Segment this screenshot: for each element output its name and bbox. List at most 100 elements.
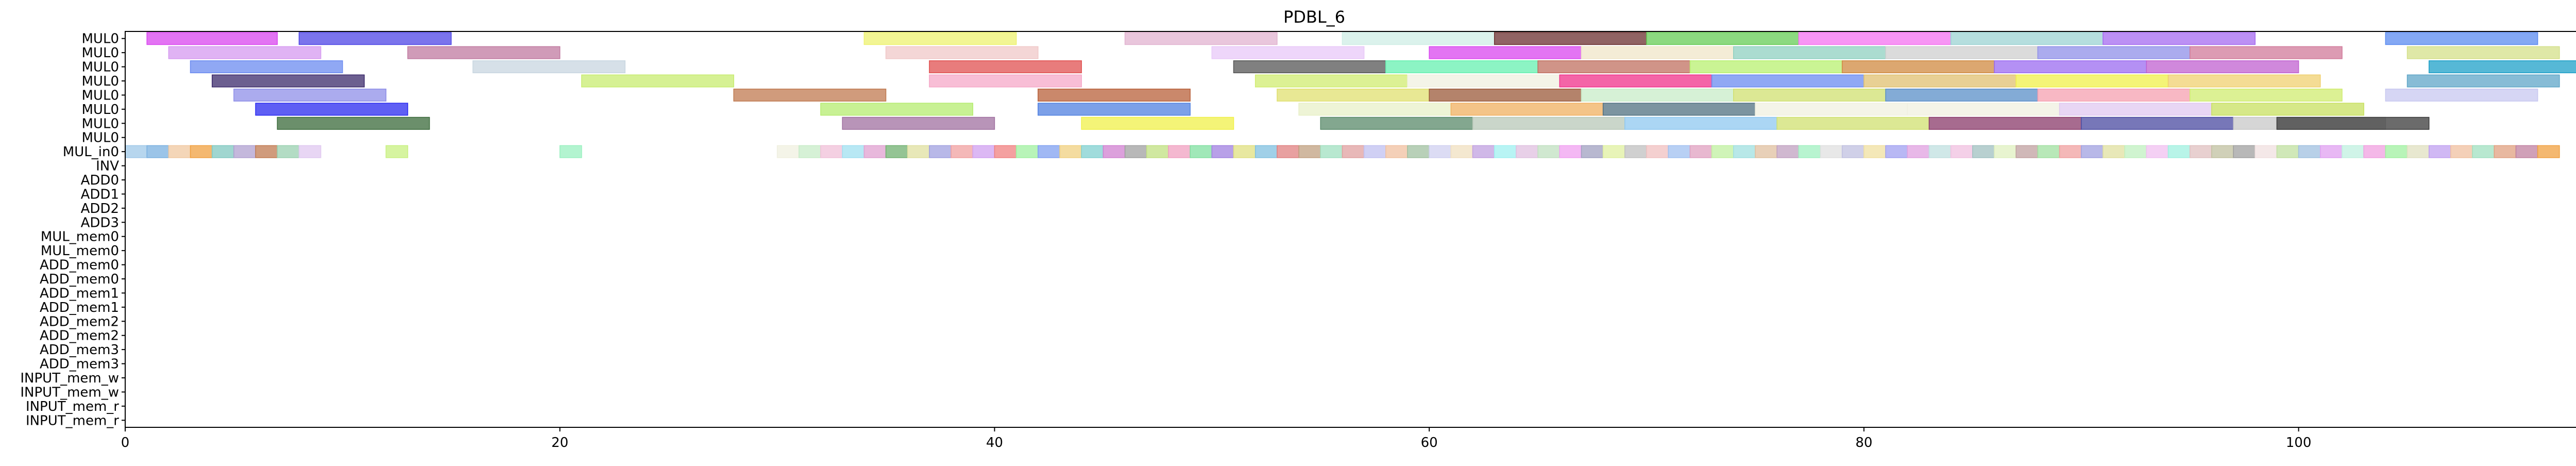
y-tick-label: MUL0 xyxy=(82,31,120,47)
gantt-bar xyxy=(1429,145,1452,158)
gantt-bar xyxy=(125,145,147,158)
gantt-bar xyxy=(1342,32,1495,45)
gantt-bar xyxy=(2059,145,2082,158)
y-tick-label: INV xyxy=(96,159,119,174)
gantt-bar xyxy=(1407,145,1430,158)
y-tick-label: ADD_mem2 xyxy=(40,314,119,329)
gantt-bar xyxy=(1602,103,1756,116)
gantt-bar xyxy=(2494,145,2517,158)
gantt-bar xyxy=(1928,116,2082,130)
gantt-bar xyxy=(1646,145,1669,158)
gantt-bar xyxy=(1624,116,1777,130)
gantt-bar xyxy=(277,116,430,130)
gantt-bar xyxy=(1950,145,1973,158)
gantt-bar xyxy=(1081,116,1234,130)
gantt-bar xyxy=(1233,60,1386,74)
gantt-bar xyxy=(885,145,908,158)
gantt-bar xyxy=(1689,145,1713,158)
chart-title: PDBL_6 xyxy=(1283,7,1345,27)
gantt-bar xyxy=(2080,116,2234,130)
gantt-bar xyxy=(1841,145,1865,158)
y-tick-label: ADD_mem0 xyxy=(40,272,119,287)
gantt-bar xyxy=(929,60,1082,74)
x-axis: 0 20 40 60 80 100 xyxy=(121,427,2312,451)
gantt-bar xyxy=(1146,145,1169,158)
y-tick-label: INPUT_mem_r xyxy=(26,413,119,428)
gantt-bar xyxy=(1407,74,1561,88)
gantt-bar xyxy=(2211,103,2364,116)
gantt-bar xyxy=(951,145,973,158)
gantt-bar xyxy=(2124,145,2147,158)
gantt-bar xyxy=(233,145,256,158)
gantt-bar xyxy=(1190,145,1213,158)
y-tick-label: ADD_mem0 xyxy=(40,258,119,273)
gantt-bar xyxy=(1211,46,1365,59)
gantt-bar xyxy=(2211,145,2234,158)
y-tick-label: INPUT_mem_w xyxy=(20,371,119,386)
gantt-bar xyxy=(1907,145,1930,158)
gantt-bar xyxy=(1385,145,1408,158)
gantt-bar xyxy=(1602,145,1625,158)
gantt-bar xyxy=(1277,88,1430,102)
gantt-bar xyxy=(2276,145,2299,158)
y-axis: MUL0MUL0MUL0MUL0MUL0MUL0MUL0MUL0MUL_in0I… xyxy=(20,31,125,428)
gantt-bar xyxy=(2428,145,2451,158)
gantt-bar xyxy=(1863,145,1886,158)
y-tick-label: MUL0 xyxy=(82,60,120,75)
x-tick-label: 0 xyxy=(121,435,130,451)
gantt-bar xyxy=(1472,116,1625,130)
gantt-bar xyxy=(2103,32,2256,45)
gantt-bar xyxy=(1755,145,1777,158)
gantt-bar xyxy=(1059,145,1082,158)
gantt-bar xyxy=(1733,145,1756,158)
gantt-bar xyxy=(2189,88,2343,102)
gantt-bar xyxy=(2385,32,2538,45)
gantt-bar xyxy=(1994,60,2147,74)
gantt-bar xyxy=(2146,145,2169,158)
gantt-bar xyxy=(190,60,343,74)
gantt-bar xyxy=(168,145,191,158)
gantt-bar xyxy=(929,74,1082,88)
gantt-bar xyxy=(1103,145,1126,158)
gantt-bar xyxy=(1124,145,1147,158)
gantt-bar xyxy=(1581,88,1734,102)
gantt-bar xyxy=(211,145,234,158)
gantt-bar xyxy=(2189,46,2343,59)
y-tick-label: ADD_mem2 xyxy=(40,328,119,344)
gantt-bar xyxy=(799,145,821,158)
gantt-bar xyxy=(2167,145,2191,158)
gantt-bar xyxy=(472,60,626,74)
gantt-bar xyxy=(211,74,365,88)
gantt-bar xyxy=(1320,116,1473,130)
gantt-bar xyxy=(2515,145,2538,158)
gantt-bar xyxy=(1038,103,1191,116)
gantt-bar xyxy=(190,145,213,158)
y-tick-label: MUL_mem0 xyxy=(41,243,119,259)
plot-frame xyxy=(125,31,2576,428)
gantt-bar xyxy=(255,103,409,116)
y-tick-label: INPUT_mem_r xyxy=(26,399,119,414)
gantt-bar xyxy=(255,145,278,158)
y-tick-label: MUL0 xyxy=(82,45,120,61)
gantt-bar xyxy=(2298,145,2321,158)
gantt-bar xyxy=(2103,145,2125,158)
x-tick-label: 100 xyxy=(2286,435,2312,451)
gantt-bar xyxy=(277,145,300,158)
y-tick-label: MUL0 xyxy=(82,130,120,146)
gantt-bar xyxy=(1907,103,2060,116)
gantt-bar xyxy=(1928,145,1952,158)
gantt-bar xyxy=(863,32,1017,45)
gantt-bar xyxy=(1168,145,1191,158)
gantt-bar xyxy=(1038,145,1060,158)
gantt-bar xyxy=(1841,60,1995,74)
gantt-bar xyxy=(1472,145,1495,158)
gantt-bar xyxy=(2385,145,2408,158)
gantt-bar xyxy=(168,46,321,59)
gantt-bar xyxy=(1646,32,1800,45)
gantt-bar xyxy=(2037,145,2060,158)
gantt-bar xyxy=(2428,60,2576,74)
gantt-bar xyxy=(820,145,843,158)
x-tick-label: 60 xyxy=(1421,435,1438,451)
